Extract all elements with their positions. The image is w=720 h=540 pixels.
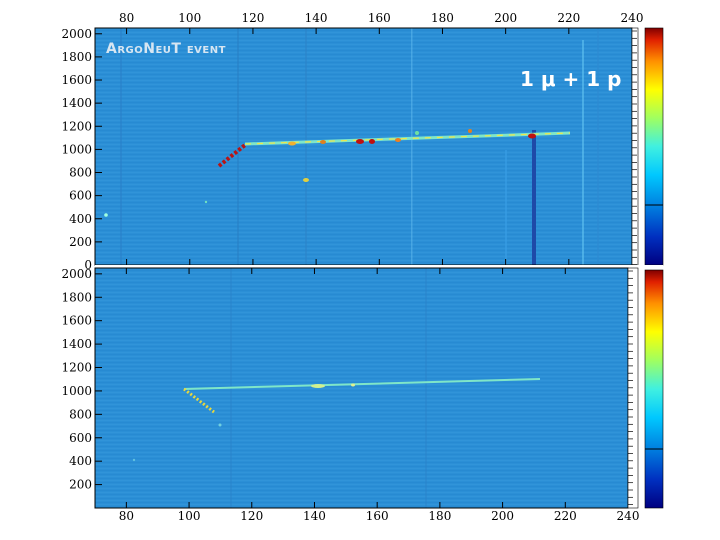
bottom-plot-area	[95, 268, 628, 508]
bottom-y-tick-label: 2000	[61, 267, 92, 281]
top-y-tick-label: 1200	[61, 119, 92, 133]
bottom-x-tick-label: 140	[303, 509, 326, 523]
bottom-x-tick-label: 160	[366, 509, 389, 523]
bottom-y-tick-label: 1000	[61, 384, 92, 398]
bottom-x-tick-label: 80	[119, 509, 134, 523]
bottom-x-axis: 80 100 120 140 160 180 200 220 240	[119, 268, 640, 523]
bottom-panel: 80 100 120 140 160 180 200 220 240 200 400 600 800 1…	[61, 267, 664, 523]
bottom-x-tick-label: 220	[554, 509, 577, 523]
top-x-tick-label: 80	[119, 11, 134, 25]
bottom-x-tick-label: 240	[617, 509, 640, 523]
bottom-y-tick-label: 1800	[61, 290, 92, 304]
bottom-y-tick-label: 1200	[61, 361, 92, 375]
bottom-y-tick-label: 400	[69, 454, 92, 468]
top-y-tick-label: 200	[69, 235, 92, 249]
bottom-y-tick-label: 800	[69, 407, 92, 421]
top-y-tick-label: 1000	[61, 142, 92, 156]
bottom-x-tick-label: 120	[240, 509, 263, 523]
top-y-axis: 0 200 400 600 800 1000 1200 1400 1600 1800 2000	[61, 27, 102, 272]
panel-divider	[95, 265, 663, 268]
bottom-y-tick-label: 200	[69, 478, 92, 492]
top-y-tick-label: 2000	[61, 27, 92, 41]
top-y-tick-label: 800	[69, 166, 92, 180]
event-title: ArgoNeuT event	[106, 41, 226, 57]
top-y-tick-label: 1400	[61, 96, 92, 110]
top-x-tick-label: 240	[621, 11, 644, 25]
top-strip-ticks	[632, 30, 637, 265]
top-wire-artifacts	[120, 28, 599, 265]
top-y-tick-label: 1800	[61, 50, 92, 64]
top-y-tick-label: 400	[69, 212, 92, 226]
bottom-y-tick-label: 600	[69, 431, 92, 445]
bottom-hotspots	[132, 383, 355, 462]
bottom-x-tick-label: 180	[428, 509, 451, 523]
top-right-strip	[631, 27, 639, 266]
top-hotspots	[104, 129, 536, 217]
bottom-x-tick-label: 100	[178, 509, 201, 523]
top-color-scale	[644, 27, 664, 266]
top-proton-track	[217, 143, 247, 168]
bottom-color-scale	[644, 269, 664, 509]
event-label: 1 μ + 1 p	[520, 67, 621, 91]
top-x-axis: 80 100 120 140 160 180 200 220 240	[119, 11, 644, 265]
top-muon-track	[244, 131, 571, 146]
top-x-tick-label: 220	[557, 11, 580, 25]
top-x-tick-label: 180	[431, 11, 454, 25]
top-y-tick-label: 600	[69, 189, 92, 203]
top-x-tick-label: 160	[368, 11, 391, 25]
top-y-tick-label: 0	[84, 258, 92, 272]
top-x-tick-label: 120	[241, 11, 264, 25]
top-y-tick-label: 1600	[61, 73, 92, 87]
bottom-y-tick-label: 1400	[61, 337, 92, 351]
bottom-muon-track	[183, 378, 541, 390]
bottom-strip-ticks	[628, 270, 633, 505]
top-plot-area	[95, 28, 632, 265]
top-x-tick-label: 100	[178, 11, 201, 25]
top-x-tick-label: 140	[305, 11, 328, 25]
bottom-y-axis: 200 400 600 800 1000 1200 1400 1600 1800 2000	[61, 267, 102, 492]
top-x-tick-label: 200	[494, 11, 517, 25]
top-panel: 80 100 120 140 160 180 200 220 240 0 200 400 600 800…	[61, 11, 664, 272]
bottom-y-tick-label: 1600	[61, 314, 92, 328]
top-dead-wire	[532, 130, 536, 265]
bottom-x-tick-label: 200	[491, 509, 514, 523]
